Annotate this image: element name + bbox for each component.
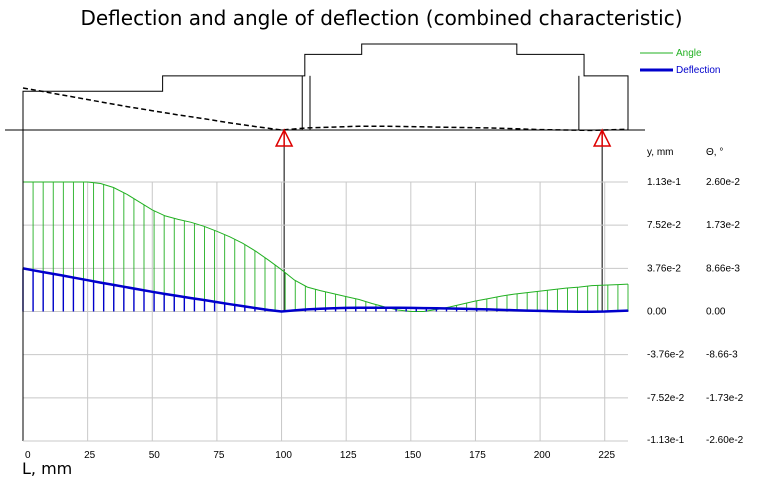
x-tick-label: 200 — [534, 450, 551, 461]
x-tick-label: 125 — [340, 450, 357, 461]
beam-diagram — [5, 43, 645, 312]
deflection-series-line — [22, 267, 629, 313]
legend-label: Deflection — [676, 65, 720, 76]
plot-series — [22, 181, 629, 313]
deflected-shape-line — [22, 87, 629, 132]
x-tick-label: 50 — [149, 450, 161, 461]
beam-outline — [22, 43, 629, 130]
theta-tick-label: 8.66e-3 — [706, 263, 740, 274]
x-tick-label: 100 — [275, 450, 292, 461]
theta-tick-label: 0.00 — [706, 307, 726, 318]
plot-axes: 0 25 50 75 100 125 150 175 200 225 1.13e-1 2.60e-2 7… — [22, 130, 744, 461]
theta-tick-label: -8.66-3 — [706, 350, 738, 361]
y-tick-label: 1.13e-1 — [647, 177, 681, 188]
angle-series-line — [23, 181, 629, 312]
y-tick-label: -1.13e-1 — [647, 435, 685, 446]
x-tick-label: 225 — [598, 450, 615, 461]
theta-tick-label: -2.60e-2 — [706, 435, 744, 446]
x-tick-label: 25 — [84, 450, 96, 461]
x-tick-label: 150 — [404, 450, 421, 461]
x-tick-label: 75 — [213, 450, 225, 461]
legend: Angle Deflection — [640, 48, 720, 76]
y-tick-label: 3.76e-2 — [647, 263, 681, 274]
theta-tick-label: 2.60e-2 — [706, 177, 740, 188]
x-axis-label: L, mm — [22, 459, 73, 478]
x-tick-label: 0 — [25, 450, 31, 461]
chart-title: Deflection and angle of deflection (comb… — [80, 6, 683, 30]
theta-tick-label: -1.73e-2 — [706, 393, 744, 404]
legend-label: Angle — [676, 48, 702, 59]
x-tick-label: 175 — [469, 450, 486, 461]
y-tick-label: -7.52e-2 — [647, 393, 685, 404]
y-tick-label: -3.76e-2 — [647, 350, 685, 361]
theta-axis-label: Θ, ° — [706, 147, 723, 158]
y-tick-label: 7.52e-2 — [647, 220, 681, 231]
y-axis-label: y, mm — [647, 147, 673, 158]
theta-tick-label: 1.73e-2 — [706, 220, 740, 231]
y-tick-label: 0.00 — [647, 307, 667, 318]
